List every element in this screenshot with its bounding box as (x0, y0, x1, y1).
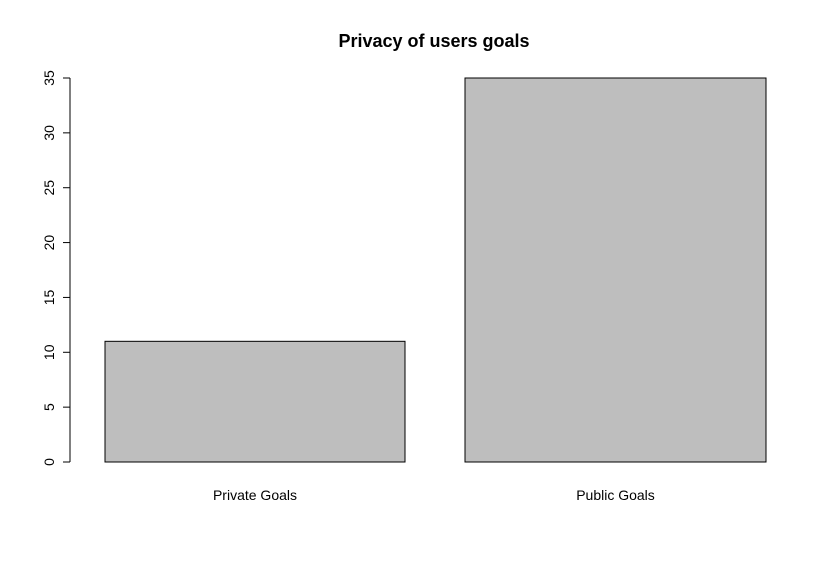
x-axis-labels: Private Goals Public Goals (213, 487, 655, 503)
y-tick-label: 15 (41, 289, 57, 305)
bar-public-goals (464, 77, 767, 463)
chart-title: Privacy of users goals (338, 31, 529, 51)
bars (104, 77, 767, 463)
y-tick-label: 10 (41, 344, 57, 360)
y-tick-label: 5 (41, 403, 57, 411)
y-tick-label: 35 (41, 70, 57, 86)
y-axis: 0 5 10 15 20 25 30 35 (41, 70, 71, 466)
y-tick-label: 20 (41, 235, 57, 251)
x-category-label: Public Goals (576, 487, 655, 503)
y-tick-label: 25 (41, 180, 57, 196)
y-tick-label: 30 (41, 125, 57, 141)
bar-private-goals (104, 340, 406, 463)
x-category-label: Private Goals (213, 487, 297, 503)
y-tick-label: 0 (41, 458, 57, 466)
